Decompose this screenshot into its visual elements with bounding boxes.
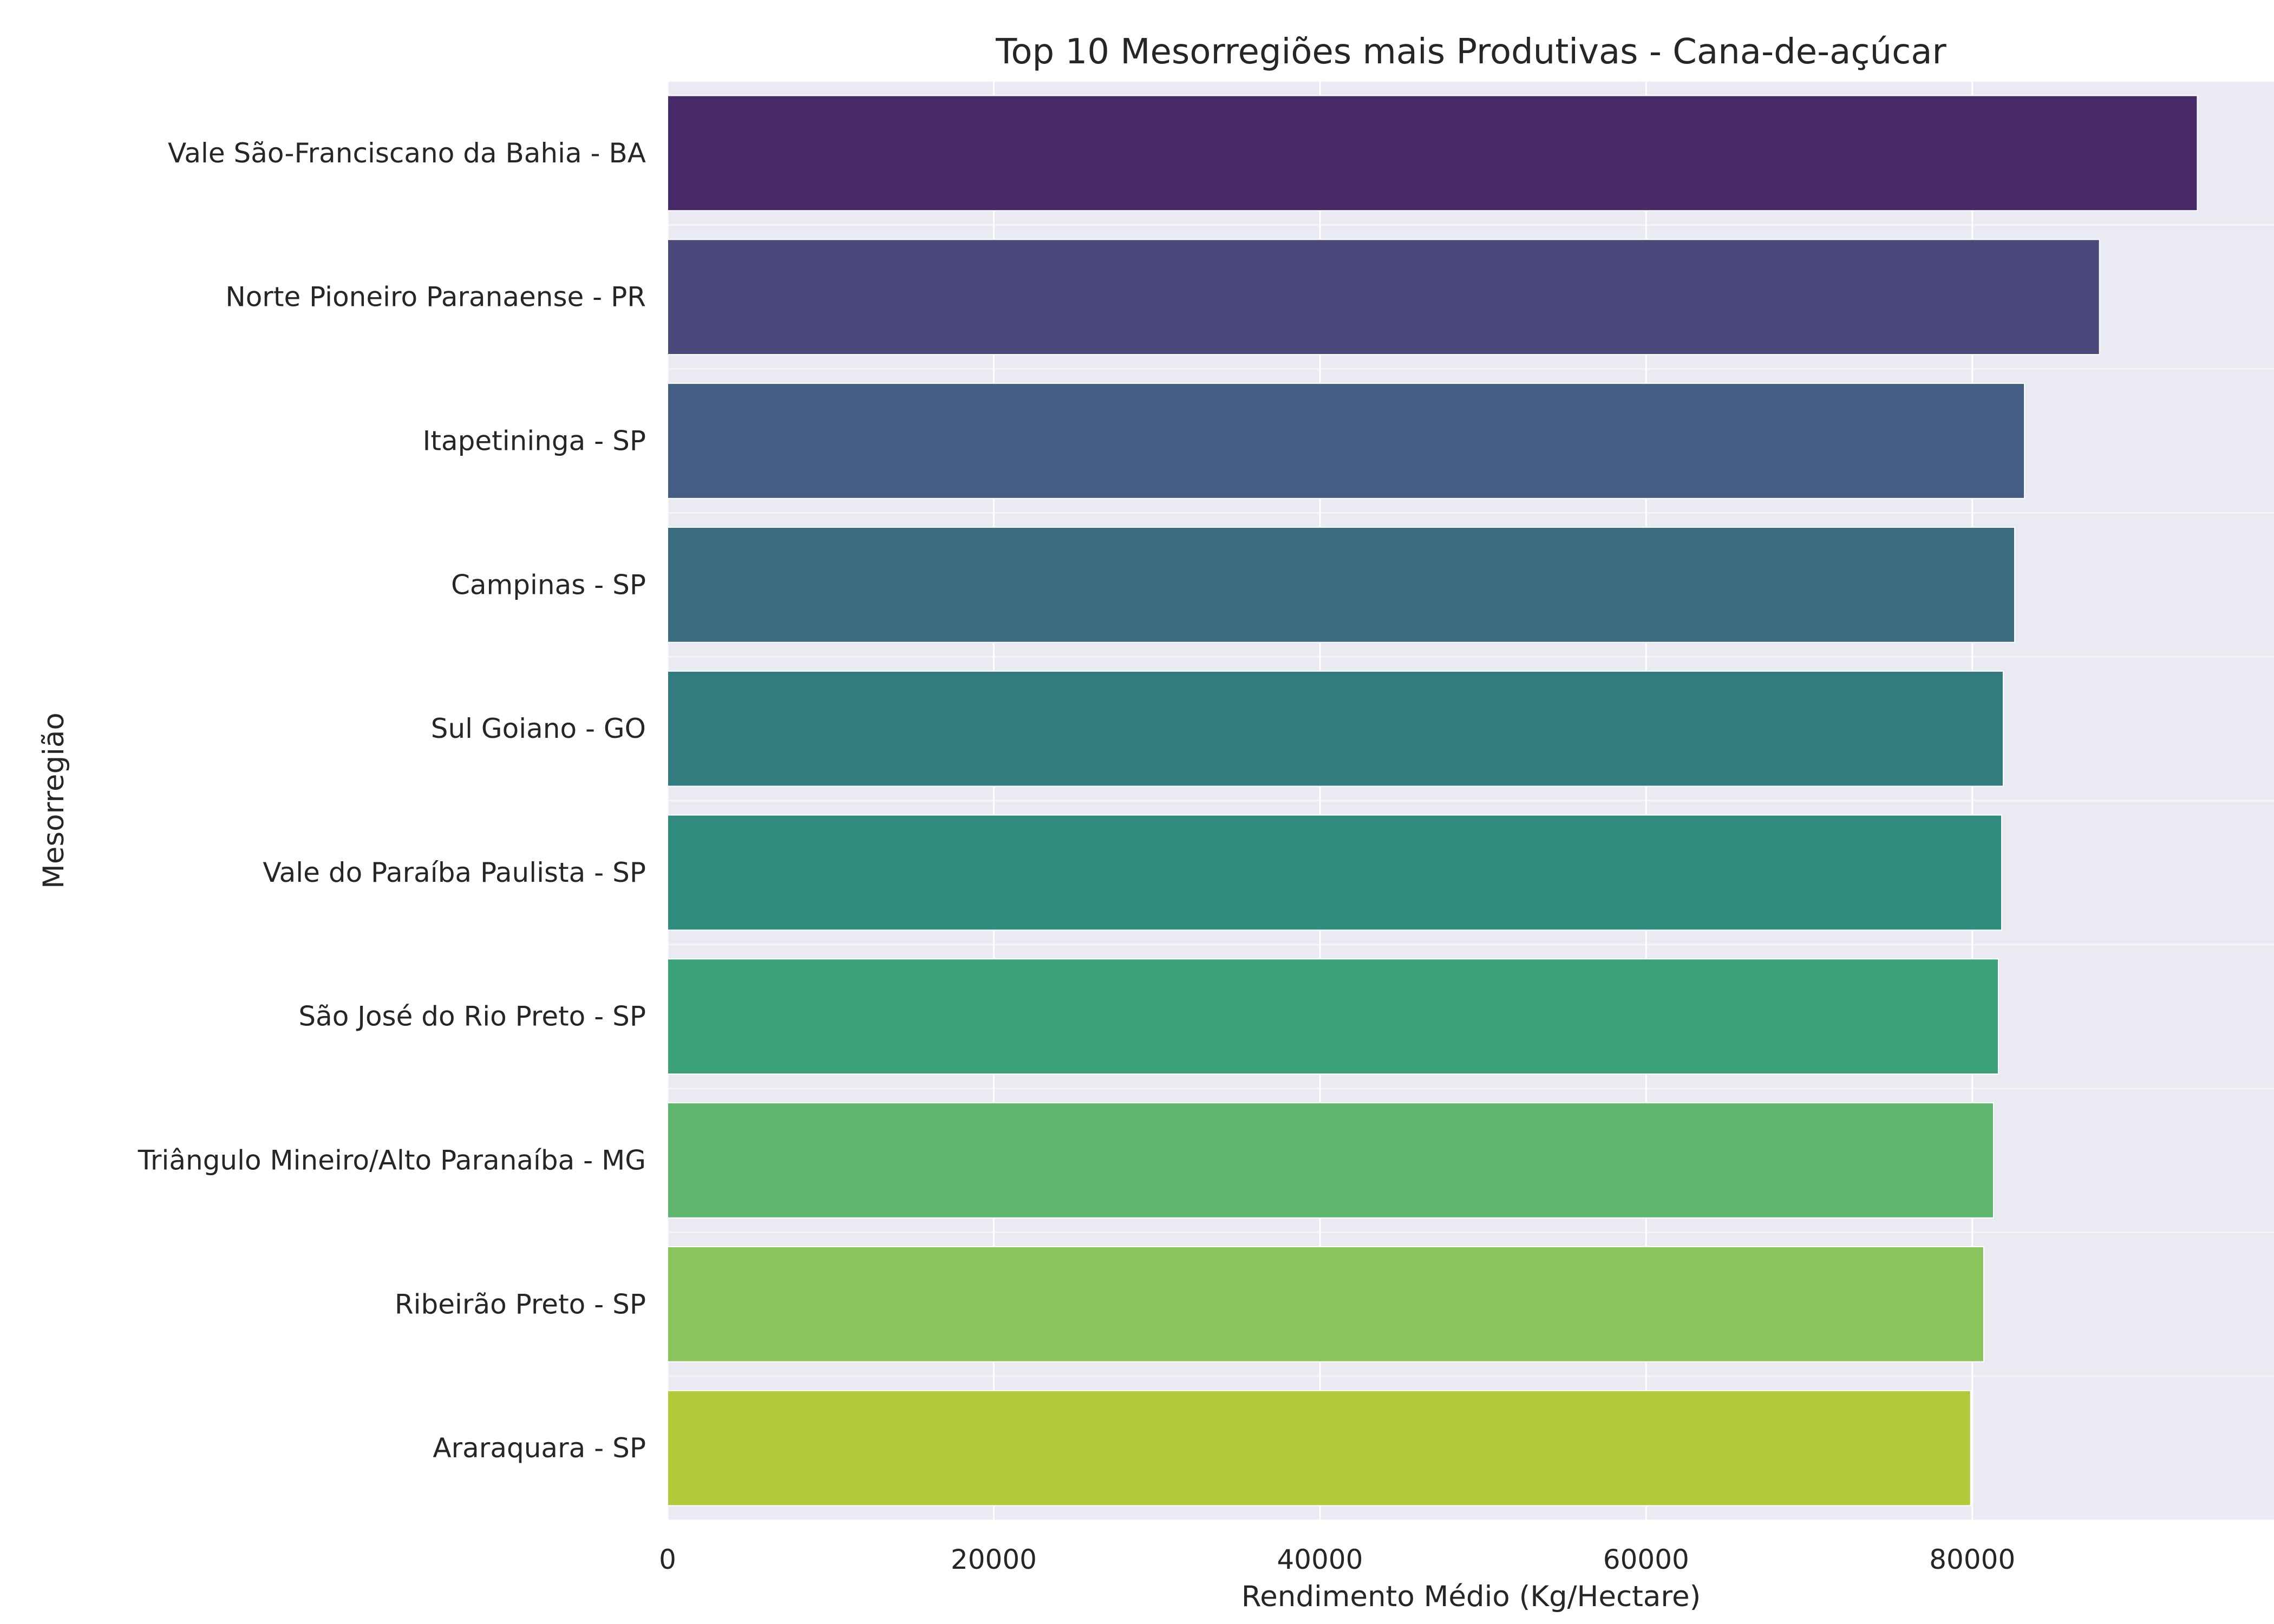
y-tick-label-4: Campinas - SP [451,569,646,600]
bar-4 [667,526,2016,643]
y-axis-label: Mesorregião [37,712,70,889]
y-tick-label-2: Norte Pioneiro Paranaense - PR [225,281,646,313]
bar-10 [667,1390,1971,1507]
bar-3 [667,383,2025,499]
chart-title: Top 10 Mesorregiões mais Produtivas - Ca… [995,32,1946,72]
y-tick-label-9: Ribeirão Preto - SP [395,1288,646,1320]
x-tick-label-1: 20000 [951,1544,1037,1575]
x-tick-labels: 0 20000 40000 60000 80000 [659,1544,2015,1575]
bar-9 [667,1246,1984,1363]
x-tick-label-2: 40000 [1277,1544,1363,1575]
y-tick-label-6: Vale do Paraíba Paulista - SP [263,857,646,888]
x-tick-label-3: 60000 [1603,1544,1689,1575]
y-tick-label-5: Sul Goiano - GO [431,713,646,744]
bar-7 [667,958,1999,1075]
y-tick-label-8: Triângulo Mineiro/Alto Paranaíba - MG [138,1145,646,1176]
bar-8 [667,1102,1994,1219]
y-tick-label-10: Araraquara - SP [433,1432,646,1464]
bar-6 [667,814,2002,931]
bars [667,95,2198,1507]
bar-2 [667,239,2100,356]
y-tick-label-1: Vale São-Franciscano da Bahia - BA [168,137,646,169]
bar-5 [667,670,2004,787]
y-tick-labels: Vale São-Franciscano da Bahia - BA Norte … [138,137,646,1464]
y-tick-label-7: São José do Rio Preto - SP [298,1001,646,1032]
x-tick-label-0: 0 [659,1544,676,1575]
y-tick-label-3: Itapetininga - SP [423,425,646,457]
bar-1 [667,95,2198,212]
x-tick-label-4: 80000 [1929,1544,2015,1575]
x-axis-label: Rendimento Médio (Kg/Hectare) [1241,1580,1701,1613]
